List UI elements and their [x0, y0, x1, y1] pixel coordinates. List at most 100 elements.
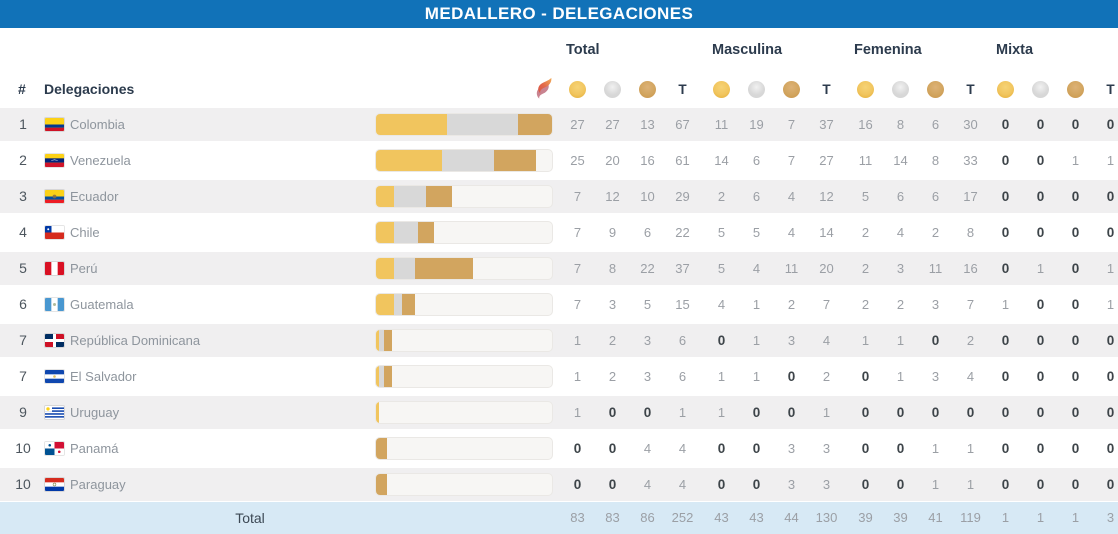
- silver-count: 0: [752, 441, 761, 456]
- table-row: 10 Paraguay 0 0 4 4 0 0 3 3 0 0 1 1 0 0 0 0: [0, 468, 1118, 501]
- masculina-counts: 5 4 11 20: [704, 252, 844, 285]
- bronze-count: 6: [643, 225, 652, 240]
- group-label: Masculina: [712, 42, 783, 58]
- panama-flag-icon: [45, 442, 64, 455]
- masculina-header-group: T: [704, 76, 844, 102]
- rank-value: 9: [19, 404, 27, 420]
- silver-count: 3: [896, 261, 905, 276]
- table-body: 1 Colombia 27 27 13 67 11 19 7 37 16 8 6 30 0 0 0 0 2 Venez…: [0, 108, 1118, 504]
- gold-count: 43: [714, 510, 729, 525]
- gold-count: 0: [717, 477, 726, 492]
- rank-value: 6: [19, 296, 27, 312]
- gold-count: 0: [1001, 153, 1010, 168]
- rank-value: 10: [15, 440, 31, 456]
- bronze-count: 0: [1071, 477, 1080, 492]
- country-name: Colombia: [70, 117, 125, 132]
- medal-bar-track: [375, 257, 553, 280]
- table-row: 9 Uruguay 1 0 0 1 1 0 0 1 0 0 0 0 0 0 0 0: [0, 396, 1118, 429]
- delegations-column-header: Delegaciones: [44, 81, 135, 97]
- total-count: 119: [960, 510, 981, 525]
- mixta-header-group: T: [988, 76, 1118, 102]
- silver-count: 0: [1036, 153, 1045, 168]
- bronze-count: 0: [1071, 261, 1080, 276]
- bronze-bar-segment: [494, 150, 537, 171]
- medal-distribution-bar: [376, 402, 552, 423]
- table-header: Total Masculina Femenina Mixta # Delegacion…: [0, 28, 1118, 108]
- masculina-counts: 1 0 0 1: [704, 396, 844, 429]
- rank-value: 10: [15, 476, 31, 492]
- total-count: 4: [966, 369, 975, 384]
- femenina-counts: 0 1 3 4: [848, 360, 988, 393]
- silver-count: 0: [896, 441, 905, 456]
- femenina-counts: 0 0 1 1: [848, 432, 988, 465]
- medal-distribution-bar: [376, 222, 552, 243]
- bronze-count: 8: [931, 153, 940, 168]
- silver-count: 19: [749, 117, 764, 132]
- silver-count: 0: [1036, 297, 1045, 312]
- silver-bar-segment: [441, 150, 495, 171]
- country-name: Paraguay: [70, 477, 126, 492]
- mixta-counts: 0 0 0 0: [988, 324, 1118, 357]
- silver-count: 0: [1036, 117, 1045, 132]
- medal-distribution-bar: [376, 294, 552, 315]
- medal-bar-track: [375, 293, 553, 316]
- silver-count: 1: [896, 369, 905, 384]
- total-count: 130: [815, 510, 838, 525]
- total-count: 3: [822, 441, 831, 456]
- gold-count: 7: [573, 261, 582, 276]
- country-name: Guatemala: [70, 297, 134, 312]
- gold-count: 7: [573, 225, 582, 240]
- total-count: 4: [822, 333, 831, 348]
- total-count: 1: [1106, 297, 1115, 312]
- total-count: 22: [675, 225, 690, 240]
- gold-count: 14: [714, 153, 729, 168]
- ecuador-flag-icon: [45, 190, 64, 203]
- silver-bar-segment: [394, 294, 403, 315]
- medal-bar-track: [375, 365, 553, 388]
- bronze-count: 0: [1071, 441, 1080, 456]
- total-count: 3: [1106, 510, 1115, 525]
- gold-count: 5: [717, 261, 726, 276]
- medal-distribution-bar: [376, 366, 552, 387]
- gold-medal-icon: [569, 80, 586, 98]
- medal-bar-track: [375, 221, 553, 244]
- mixta-counts: 0 1 0 1: [988, 252, 1118, 285]
- total-count: 0: [1106, 405, 1115, 420]
- peru-flag-icon: [45, 262, 64, 275]
- total-count: 0: [966, 405, 975, 420]
- silver-count: 0: [752, 477, 761, 492]
- bronze-count: 86: [640, 510, 655, 525]
- gold-bar-segment: [376, 114, 447, 135]
- gold-count: 39: [858, 510, 873, 525]
- venezuela-flag-icon: [45, 154, 64, 167]
- table-row: 4 Chile 7 9 6 22 5 5 4 14 2 4 2 8 0 0 0 0: [0, 216, 1118, 249]
- silver-count: 14: [893, 153, 908, 168]
- medal-bar-track: [375, 113, 553, 136]
- silver-count: 1: [1036, 261, 1045, 276]
- gold-count: 0: [861, 441, 870, 456]
- torch-flame-icon: [531, 76, 555, 102]
- medal-bar-track: [375, 329, 553, 352]
- bronze-count: 41: [928, 510, 943, 525]
- bronze-count: 3: [643, 333, 652, 348]
- masculina-counts: 4 1 2 7: [704, 288, 844, 321]
- bronze-count: 4: [643, 441, 652, 456]
- total-counts: 27 27 13 67: [560, 108, 700, 141]
- gold-bar-segment: [376, 330, 379, 351]
- masculina-counts: 0 0 3 3: [704, 468, 844, 501]
- medal-bar-track: [375, 185, 553, 208]
- bronze-bar-segment: [402, 294, 416, 315]
- total-count: 16: [963, 261, 978, 276]
- masculina-counts: 14 6 7 27: [704, 144, 844, 177]
- total-count: 1: [1106, 261, 1115, 276]
- table-row: 3 Ecuador 7 12 10 29 2 6 4 12 5 6 6 17 0 0 0 0: [0, 180, 1118, 213]
- silver-medal-icon: [748, 80, 765, 98]
- femenina-counts: 16 8 6 30: [848, 108, 988, 141]
- total-count: 1: [966, 441, 975, 456]
- gold-count: 0: [1001, 333, 1010, 348]
- rank-column-header: #: [18, 81, 26, 97]
- mixta-counts: 1 1 1 3: [988, 502, 1118, 534]
- silver-bar-segment: [394, 258, 416, 279]
- silver-count: 0: [608, 441, 617, 456]
- silver-medal-icon: [1032, 80, 1049, 98]
